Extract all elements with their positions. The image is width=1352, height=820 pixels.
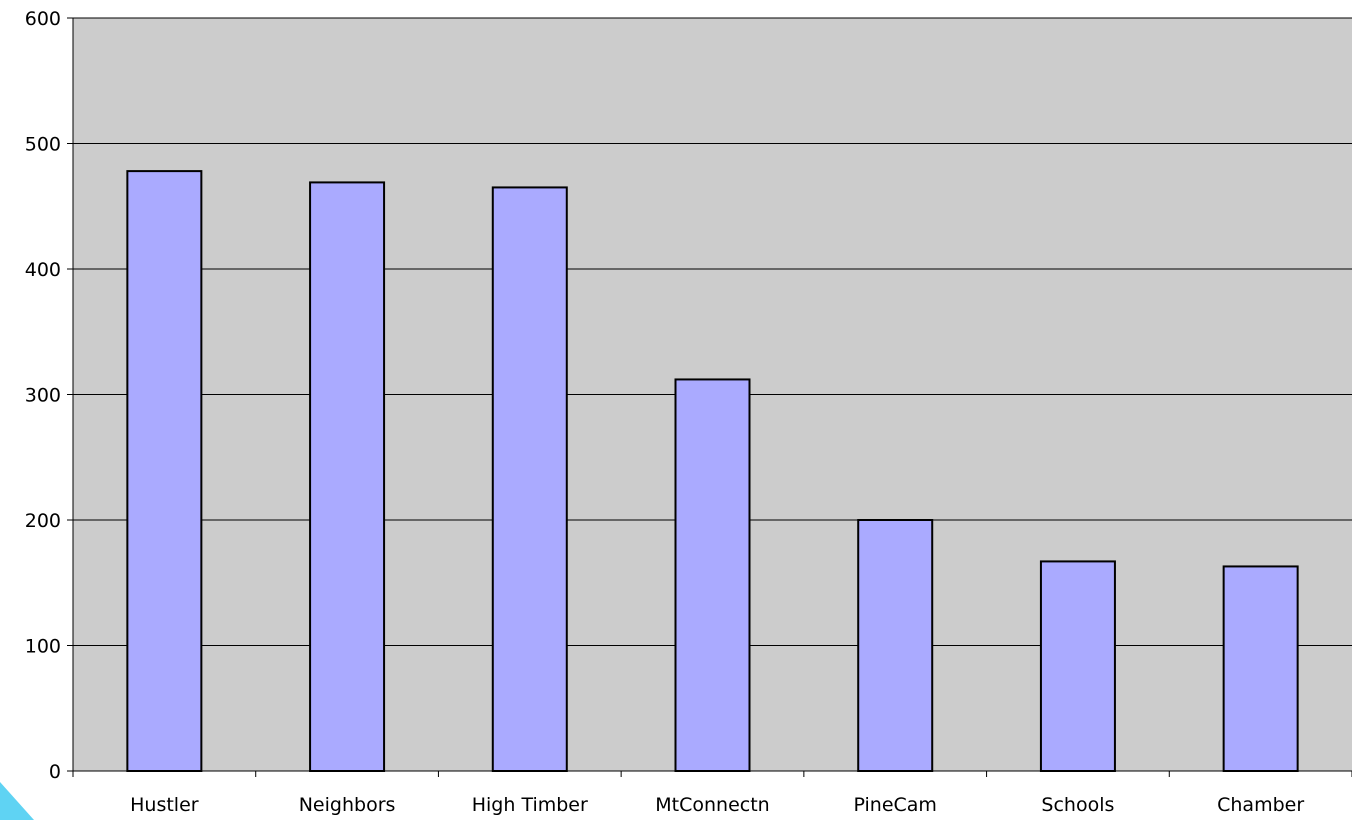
y-tick-label: 200 bbox=[25, 510, 61, 532]
x-category-label: Schools bbox=[1041, 794, 1114, 816]
x-category-label: MtConnectn bbox=[655, 794, 769, 816]
y-tick-label: 600 bbox=[25, 8, 61, 30]
bar-schools bbox=[1039, 560, 1116, 772]
x-category-label: High Timber bbox=[472, 794, 588, 816]
bar-neighbors bbox=[309, 181, 386, 772]
bar-pinecam bbox=[857, 519, 934, 772]
x-category-label: PineCam bbox=[853, 794, 936, 816]
bar-mtconnectn bbox=[674, 378, 751, 772]
x-category-label: Hustler bbox=[130, 794, 199, 816]
y-tick-label: 100 bbox=[25, 636, 61, 658]
y-tick-label: 0 bbox=[49, 761, 61, 783]
corner-decoration bbox=[0, 782, 34, 820]
y-tick-label: 500 bbox=[25, 134, 61, 156]
x-category-label: Chamber bbox=[1217, 794, 1304, 816]
x-axis-labels: Hustler Neighbors High Timber MtConnectn Pin… bbox=[130, 794, 1304, 816]
bars bbox=[126, 170, 1299, 773]
x-category-label: Neighbors bbox=[299, 794, 396, 816]
y-axis-ticks: 0 100 200 300 400 500 600 bbox=[25, 8, 73, 783]
bar-hustler bbox=[126, 170, 203, 773]
bar-high-timber bbox=[491, 186, 568, 773]
y-tick-label: 300 bbox=[25, 385, 61, 407]
bar-chamber bbox=[1222, 565, 1299, 772]
y-tick-label: 400 bbox=[25, 259, 61, 281]
